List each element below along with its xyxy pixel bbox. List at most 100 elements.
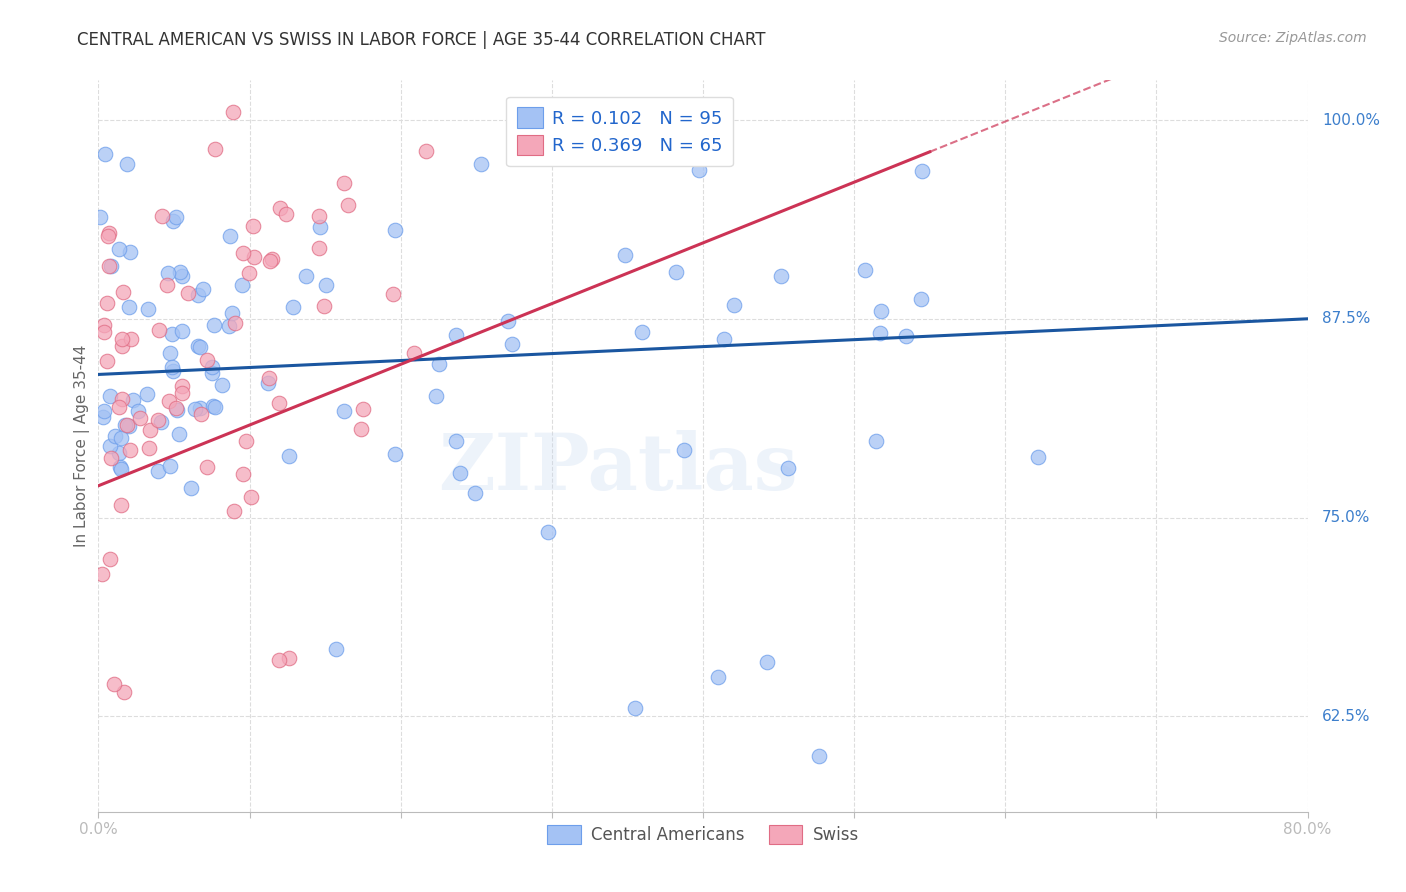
Point — [146, 464, 169, 478]
Point — [156, 266, 179, 280]
Point — [896, 329, 918, 343]
Point — [352, 401, 374, 416]
Point — [165, 401, 187, 416]
Point — [128, 411, 150, 425]
Point — [170, 268, 193, 283]
Point — [613, 248, 636, 262]
Point — [222, 105, 245, 120]
Point — [187, 288, 209, 302]
Point — [770, 269, 793, 284]
Point — [169, 265, 191, 279]
Point — [111, 339, 134, 353]
Point — [470, 156, 492, 170]
Point — [201, 366, 224, 380]
Point — [224, 316, 246, 330]
Point — [110, 431, 132, 445]
Point — [807, 748, 830, 763]
Point — [120, 332, 142, 346]
Point — [103, 677, 125, 691]
Point — [336, 197, 359, 211]
Point — [96, 229, 118, 244]
Point — [201, 399, 224, 413]
Point — [910, 292, 932, 306]
Point — [259, 371, 281, 385]
Point — [136, 301, 159, 316]
Point — [204, 400, 226, 414]
Point — [239, 490, 262, 504]
Point — [112, 685, 135, 699]
Point — [333, 176, 356, 190]
Point — [170, 379, 193, 393]
Point — [138, 423, 160, 437]
Point — [115, 417, 138, 432]
Point — [242, 219, 264, 234]
Point — [427, 357, 450, 371]
Point — [283, 301, 305, 315]
Point — [183, 402, 205, 417]
Point — [308, 242, 330, 256]
Text: CENTRAL AMERICAN VS SWISS IN LABOR FORCE | AGE 35-44 CORRELATION CHART: CENTRAL AMERICAN VS SWISS IN LABOR FORCE… — [77, 31, 766, 49]
Point — [1026, 450, 1049, 465]
Point — [162, 364, 184, 378]
Text: Source: ZipAtlas.com: Source: ZipAtlas.com — [1219, 31, 1367, 45]
Point — [218, 319, 240, 334]
Point — [118, 418, 141, 433]
Point — [93, 318, 115, 332]
Point — [257, 376, 280, 390]
Point — [93, 404, 115, 418]
Point — [104, 429, 127, 443]
Point — [117, 157, 139, 171]
Point — [170, 385, 193, 400]
Point — [402, 346, 425, 360]
Point — [382, 287, 405, 301]
Point — [315, 277, 337, 292]
Point — [274, 207, 297, 221]
Point — [197, 353, 219, 368]
Point — [157, 393, 180, 408]
Point — [723, 298, 745, 312]
Point — [188, 401, 211, 416]
Point — [204, 142, 226, 156]
Point — [120, 442, 142, 457]
Point — [127, 403, 149, 417]
Text: ZIPatlas: ZIPatlas — [439, 430, 799, 506]
Point — [150, 415, 173, 429]
Point — [425, 389, 447, 403]
Point — [98, 259, 121, 273]
Point — [444, 328, 467, 343]
Point — [180, 481, 202, 495]
Point — [333, 404, 356, 418]
Point — [464, 486, 486, 500]
Point — [148, 323, 170, 337]
Point — [160, 327, 183, 342]
Point — [911, 164, 934, 178]
Point — [111, 332, 134, 346]
Point — [98, 552, 121, 566]
Point — [673, 442, 696, 457]
Point — [89, 210, 111, 224]
Point — [146, 413, 169, 427]
Point — [188, 340, 211, 354]
Text: 87.5%: 87.5% — [1322, 311, 1371, 326]
Point — [204, 318, 226, 332]
Point — [449, 466, 471, 480]
Point — [187, 339, 209, 353]
Point — [162, 213, 184, 227]
Point — [243, 251, 266, 265]
Point — [114, 417, 136, 432]
Point — [190, 407, 212, 421]
Point — [98, 439, 121, 453]
Point — [211, 377, 233, 392]
Point — [93, 325, 115, 339]
Point — [312, 299, 335, 313]
Point — [384, 447, 406, 461]
Point — [350, 422, 373, 436]
Text: 75.0%: 75.0% — [1322, 510, 1371, 525]
Point — [159, 346, 181, 360]
Point — [496, 314, 519, 328]
Point — [755, 655, 778, 669]
Point — [231, 278, 253, 293]
Point — [267, 396, 290, 410]
Point — [195, 459, 218, 474]
Point — [96, 354, 118, 368]
